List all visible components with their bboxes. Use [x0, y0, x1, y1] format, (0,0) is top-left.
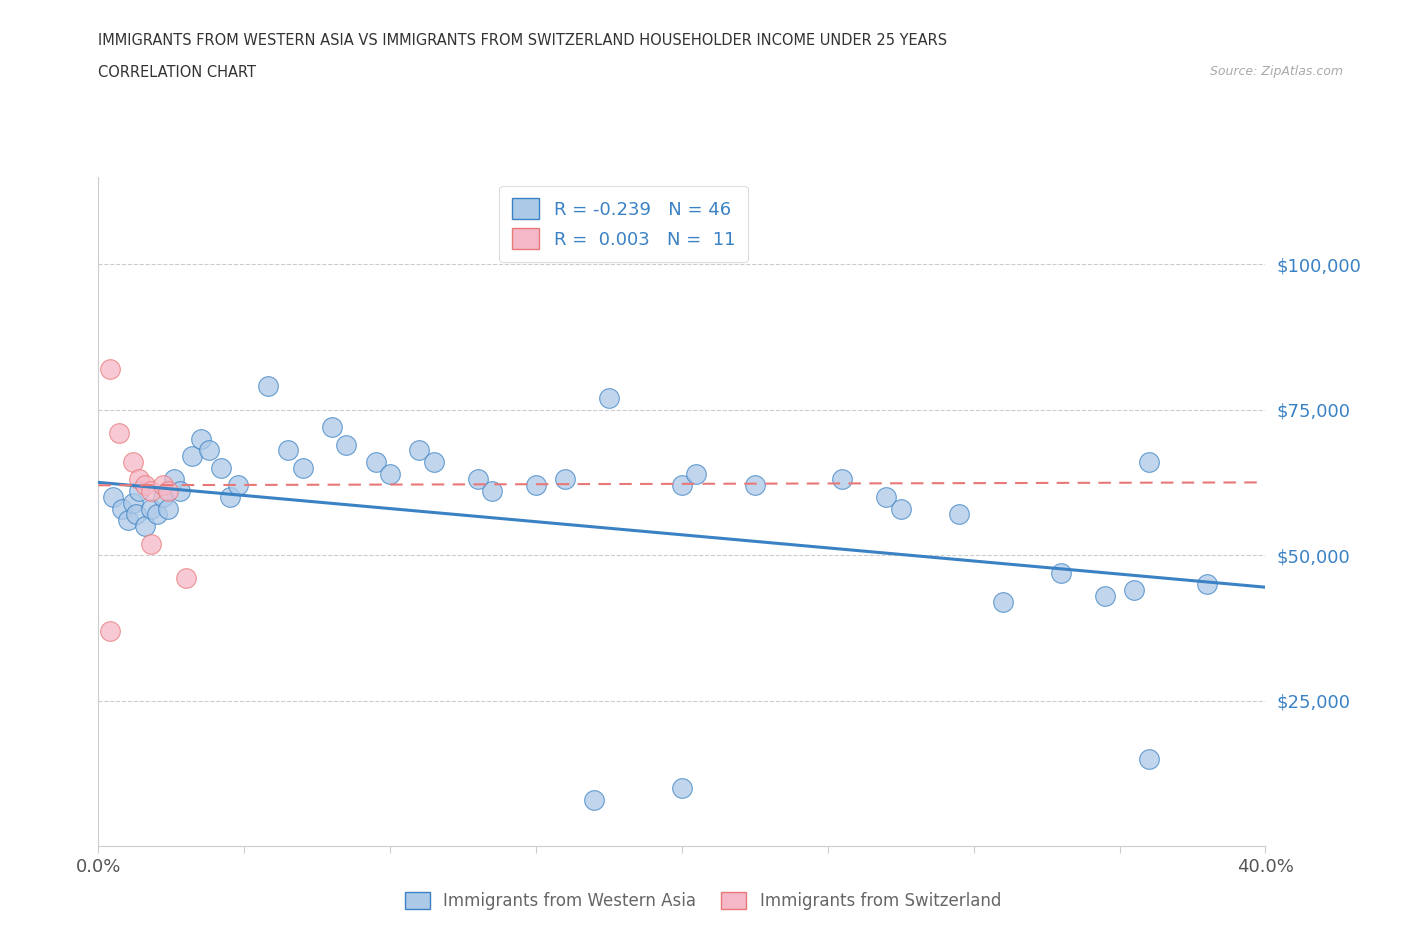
Point — [218, 489, 240, 504]
Point — [1137, 455, 1160, 470]
Point — [134, 519, 156, 534]
Point — [122, 455, 145, 470]
Point — [152, 489, 174, 504]
Point — [335, 437, 357, 452]
Point — [198, 443, 221, 458]
Point — [991, 594, 1014, 609]
Point — [152, 478, 174, 493]
Point — [139, 501, 162, 516]
Point — [157, 501, 180, 516]
Point — [111, 501, 134, 516]
Point — [481, 484, 503, 498]
Point — [122, 496, 145, 511]
Point — [101, 489, 124, 504]
Point — [408, 443, 430, 458]
Point — [948, 507, 970, 522]
Point — [128, 472, 150, 487]
Point — [277, 443, 299, 458]
Y-axis label: Householder Income Under 25 years: Householder Income Under 25 years — [0, 359, 8, 664]
Point — [583, 792, 606, 807]
Legend: R = -0.239   N = 46, R =  0.003   N =  11: R = -0.239 N = 46, R = 0.003 N = 11 — [499, 186, 748, 261]
Point — [125, 507, 148, 522]
Point — [524, 478, 547, 493]
Point — [671, 780, 693, 795]
Point — [744, 478, 766, 493]
Point — [146, 507, 169, 522]
Text: CORRELATION CHART: CORRELATION CHART — [98, 65, 256, 80]
Point — [98, 623, 121, 638]
Point — [1195, 577, 1218, 591]
Point — [157, 484, 180, 498]
Point — [875, 489, 897, 504]
Legend: Immigrants from Western Asia, Immigrants from Switzerland: Immigrants from Western Asia, Immigrants… — [398, 885, 1008, 917]
Point — [378, 466, 402, 481]
Text: Source: ZipAtlas.com: Source: ZipAtlas.com — [1209, 65, 1343, 78]
Point — [190, 432, 212, 446]
Point — [98, 362, 121, 377]
Point — [256, 379, 278, 393]
Point — [554, 472, 576, 487]
Point — [169, 484, 191, 498]
Point — [831, 472, 853, 487]
Point — [321, 419, 343, 434]
Point — [163, 472, 186, 487]
Point — [364, 455, 387, 470]
Point — [134, 478, 156, 493]
Point — [139, 536, 162, 551]
Point — [598, 391, 620, 405]
Point — [108, 425, 131, 440]
Point — [1123, 583, 1146, 598]
Point — [423, 455, 446, 470]
Point — [228, 478, 250, 493]
Point — [890, 501, 912, 516]
Point — [467, 472, 489, 487]
Point — [1137, 751, 1160, 766]
Point — [174, 571, 197, 586]
Point — [117, 512, 139, 527]
Point — [671, 478, 693, 493]
Point — [685, 466, 707, 481]
Text: IMMIGRANTS FROM WESTERN ASIA VS IMMIGRANTS FROM SWITZERLAND HOUSEHOLDER INCOME U: IMMIGRANTS FROM WESTERN ASIA VS IMMIGRAN… — [98, 33, 948, 47]
Point — [1050, 565, 1073, 580]
Point — [139, 484, 162, 498]
Point — [209, 460, 232, 475]
Point — [291, 460, 314, 475]
Point — [180, 449, 202, 464]
Point — [1094, 589, 1116, 604]
Point — [128, 484, 150, 498]
